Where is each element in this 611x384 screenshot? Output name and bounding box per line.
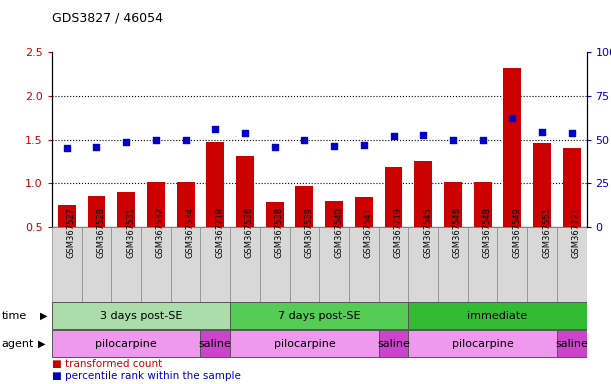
Bar (52, 227, 82, 302)
Bar (503, 68, 521, 227)
Bar (82, 227, 111, 302)
Point (151, 136, 161, 142)
Text: GSM367540: GSM367540 (334, 207, 343, 258)
Bar (290, 227, 319, 302)
Point (419, 132, 428, 138)
Text: ■ transformed count: ■ transformed count (52, 359, 162, 369)
Bar (170, 227, 200, 302)
Text: GSM367541: GSM367541 (364, 207, 373, 258)
Point (240, 131, 250, 137)
Text: saline: saline (555, 339, 588, 349)
Bar (408, 227, 438, 302)
Bar (533, 143, 551, 227)
Text: GSM367528: GSM367528 (97, 207, 106, 258)
Bar (408, 330, 557, 358)
Bar (117, 192, 135, 227)
Text: GSM367527: GSM367527 (67, 207, 76, 258)
Text: pilocarpine: pilocarpine (274, 339, 335, 349)
Text: 3 days post-SE: 3 days post-SE (100, 311, 182, 321)
Bar (58, 205, 76, 227)
Bar (444, 182, 462, 227)
Text: GSM367549: GSM367549 (512, 207, 521, 258)
Text: GSM367539: GSM367539 (304, 207, 313, 258)
Text: GSM367718: GSM367718 (215, 207, 224, 258)
Point (359, 142, 368, 148)
Bar (230, 227, 260, 302)
Text: GSM367532: GSM367532 (156, 207, 165, 258)
Point (478, 136, 488, 142)
Bar (438, 227, 468, 302)
Text: immediate: immediate (467, 311, 527, 321)
Bar (320, 227, 349, 302)
Text: GSM367534: GSM367534 (186, 207, 194, 258)
Point (507, 115, 517, 121)
Text: GDS3827 / 46054: GDS3827 / 46054 (52, 12, 163, 25)
Text: ▶: ▶ (40, 311, 48, 321)
Text: ■ percentile rank within the sample: ■ percentile rank within the sample (52, 371, 241, 381)
Bar (296, 186, 313, 227)
Bar (414, 161, 432, 227)
Bar (260, 227, 290, 302)
Text: agent: agent (2, 339, 34, 349)
Bar (87, 196, 105, 227)
Bar (325, 201, 343, 227)
Bar (557, 227, 587, 302)
Text: GSM367719: GSM367719 (393, 207, 403, 258)
Text: time: time (2, 311, 27, 321)
Bar (200, 227, 230, 302)
Text: GSM367548: GSM367548 (483, 207, 492, 258)
Text: GSM367721: GSM367721 (572, 207, 580, 258)
Text: GSM367536: GSM367536 (245, 207, 254, 258)
Text: GSM367546: GSM367546 (453, 207, 462, 258)
Point (389, 133, 398, 139)
Text: GSM367538: GSM367538 (275, 207, 284, 258)
Bar (200, 330, 230, 358)
Text: GSM367545: GSM367545 (423, 207, 432, 258)
Point (210, 126, 220, 132)
Bar (266, 202, 284, 227)
Point (448, 136, 458, 142)
Bar (379, 330, 408, 358)
Bar (349, 227, 379, 302)
Text: pilocarpine: pilocarpine (95, 339, 157, 349)
Point (122, 139, 131, 145)
Bar (497, 227, 527, 302)
Bar (230, 330, 379, 358)
Text: ▶: ▶ (38, 339, 45, 349)
Bar (230, 302, 408, 329)
Point (329, 142, 339, 149)
Bar (563, 148, 580, 227)
Point (92, 144, 101, 150)
Point (299, 137, 309, 144)
Point (270, 144, 280, 151)
Point (537, 129, 547, 135)
Text: GSM367531: GSM367531 (126, 207, 135, 258)
Text: saline: saline (377, 339, 410, 349)
Bar (384, 167, 403, 227)
Bar (52, 330, 200, 358)
Bar (527, 227, 557, 302)
Bar (141, 227, 170, 302)
Bar (468, 227, 497, 302)
Text: saline: saline (199, 339, 232, 349)
Bar (236, 156, 254, 227)
Bar (379, 227, 408, 302)
Text: 7 days post-SE: 7 days post-SE (278, 311, 360, 321)
Bar (177, 182, 194, 227)
Bar (557, 330, 587, 358)
Bar (474, 182, 491, 227)
Text: pilocarpine: pilocarpine (452, 339, 513, 349)
Bar (52, 302, 230, 329)
Bar (408, 302, 587, 329)
Point (181, 136, 191, 142)
Point (62, 145, 71, 151)
Bar (147, 182, 165, 227)
Bar (207, 142, 224, 227)
Point (567, 131, 577, 137)
Bar (355, 197, 373, 227)
Text: GSM367551: GSM367551 (542, 207, 551, 258)
Bar (111, 227, 141, 302)
